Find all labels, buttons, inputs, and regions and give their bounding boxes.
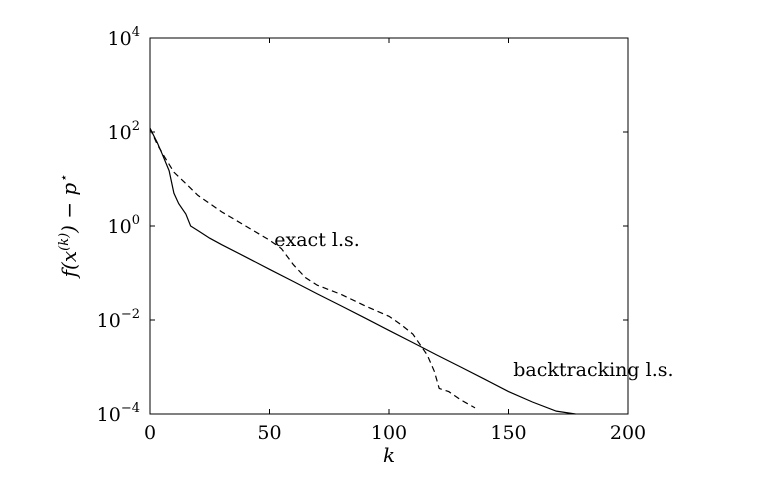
x-axis-label: k xyxy=(383,443,395,467)
y-tick-base: 10 xyxy=(108,216,132,238)
x-axis: 0 50 100 150 200 xyxy=(144,38,646,444)
y-axis-label: f(x(k)) − p⋆ xyxy=(57,175,81,280)
x-tick-label: 100 xyxy=(371,422,407,444)
y-tick-base: 10 xyxy=(108,122,132,144)
annotation-label: exact l.s. xyxy=(274,229,360,251)
svg-text:f(x(k)) − p⋆: f(x(k)) − p⋆ xyxy=(57,175,81,280)
x-tick-label: 50 xyxy=(257,422,281,444)
y-tick-label: 10−2 xyxy=(97,307,140,332)
series-line-exact-ls xyxy=(149,128,476,409)
y-tick-exponent: −4 xyxy=(121,401,140,416)
y-tick-exponent: 0 xyxy=(132,213,140,228)
x-tick-label: 200 xyxy=(610,422,646,444)
y-tick-label: 10−4 xyxy=(97,401,140,426)
plot-area-frame xyxy=(149,37,629,415)
y-tick-exponent: 4 xyxy=(132,25,140,40)
x-tick-label: 0 xyxy=(144,422,156,444)
y-tick-exponent: −2 xyxy=(121,307,140,322)
x-tick-label: 150 xyxy=(490,422,526,444)
series-line-backtracking-ls xyxy=(149,128,576,415)
y-tick-base: 10 xyxy=(97,310,121,332)
y-tick-exponent: 2 xyxy=(132,119,140,134)
annotation-label: backtracking l.s. xyxy=(513,359,673,381)
annotation-layer: exact l.s. backtracking l.s. xyxy=(274,229,673,381)
y-tick-label: 100 xyxy=(108,213,140,238)
y-tick-base: 10 xyxy=(97,404,121,426)
y-tick-label: 104 xyxy=(108,25,140,50)
series-layer xyxy=(149,128,576,415)
y-tick-base: 10 xyxy=(108,28,132,50)
y-tick-label: 102 xyxy=(108,119,140,144)
